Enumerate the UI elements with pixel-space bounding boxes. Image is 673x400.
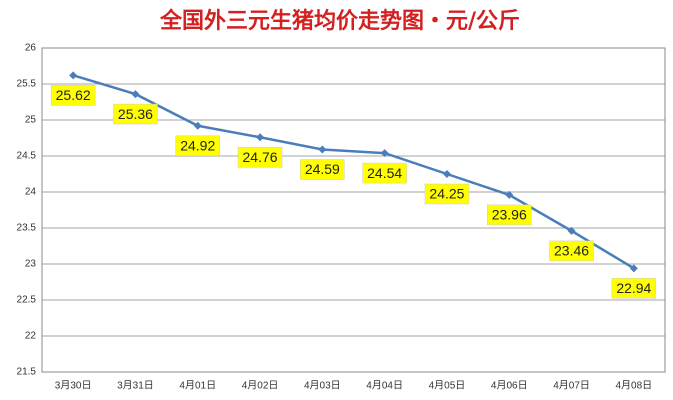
- data-label: 23.96: [492, 207, 527, 223]
- x-tick-label: 4月08日: [616, 380, 653, 392]
- data-label: 25.62: [56, 87, 91, 103]
- x-tick-label: 4月04日: [366, 380, 403, 392]
- marker: [380, 149, 389, 158]
- data-label: 22.94: [616, 280, 651, 296]
- line: [72, 74, 635, 270]
- data-label: 24.92: [180, 137, 215, 153]
- y-tick-label: 22: [25, 331, 37, 342]
- x-tick-label: 3月31日: [117, 380, 154, 392]
- data-label-box: [549, 240, 594, 262]
- data-label-box: [362, 162, 407, 184]
- marker: [442, 170, 451, 178]
- marker: [629, 264, 638, 273]
- y-tick-label: 24.5: [17, 151, 37, 162]
- marker: [567, 226, 576, 235]
- y-tick-label: 26: [25, 43, 37, 54]
- marker: [505, 190, 514, 199]
- x-tick-label: 4月05日: [429, 380, 466, 392]
- y-tick-label: 25: [25, 115, 37, 126]
- data-label-box: [175, 135, 220, 157]
- data-label: 24.76: [243, 149, 278, 165]
- data-label: 24.54: [367, 165, 402, 181]
- marker: [193, 121, 202, 130]
- x-tick-label: 4月01日: [179, 380, 216, 392]
- data-label: 23.46: [554, 243, 589, 259]
- chart-title: 全国外三元生猪均价走势图・元/公斤: [159, 8, 520, 34]
- data-label: 25.36: [118, 106, 153, 122]
- y-tick-label: 22.5: [17, 295, 37, 306]
- x-tick-label: 4月02日: [242, 380, 279, 392]
- data-label-box: [424, 183, 470, 205]
- y-tick-label: 21.5: [17, 367, 37, 378]
- y-tick-label: 25.5: [17, 79, 37, 90]
- plot-border: [41, 47, 666, 373]
- x-tick-label: 4月07日: [553, 380, 590, 392]
- marker: [131, 90, 140, 99]
- data-label-box: [113, 103, 158, 125]
- marker: [69, 71, 78, 80]
- x-tick-label: 3月30日: [55, 380, 92, 392]
- data-label-box: [611, 278, 657, 299]
- y-tick-label: 23: [25, 259, 37, 270]
- marker: [256, 133, 265, 142]
- data-label-box: [50, 85, 96, 106]
- y-tick-label: 24: [25, 187, 37, 198]
- y-tick-label: 23.5: [17, 223, 37, 234]
- data-label-box: [237, 147, 283, 168]
- marker: [318, 145, 327, 154]
- data-label: 24.25: [429, 186, 464, 202]
- x-tick-label: 4月06日: [491, 380, 528, 392]
- data-label: 24.59: [305, 161, 340, 177]
- data-label-box: [300, 159, 345, 180]
- data-label-box: [487, 204, 532, 226]
- x-tick-label: 4月03日: [304, 380, 341, 392]
